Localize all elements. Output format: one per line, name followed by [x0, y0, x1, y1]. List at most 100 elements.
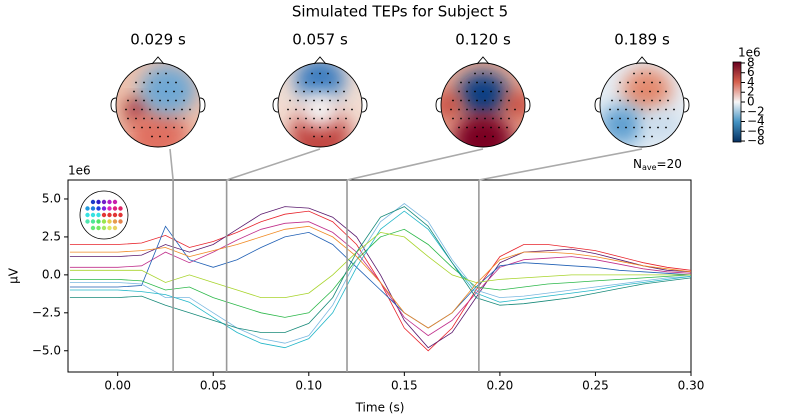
sensor: [651, 99, 653, 102]
sensor: [143, 117, 145, 120]
head-outline: [277, 62, 363, 148]
sensor: [627, 99, 629, 102]
sensor: [635, 135, 637, 138]
sensor: [343, 126, 345, 129]
field-blob: [128, 108, 188, 147]
connector: [478, 148, 643, 181]
x-axis-label: Time (s): [355, 401, 405, 415]
trace: [69, 202, 691, 344]
sensor: [492, 135, 494, 138]
x-tick-label: 0.25: [582, 379, 609, 393]
sensor: [635, 81, 637, 84]
legend-dot: [96, 212, 101, 218]
trace: [69, 225, 691, 329]
nose: [313, 56, 327, 65]
sensor: [289, 117, 291, 120]
sensor: [329, 117, 331, 120]
y-tick-label: −5.0: [32, 343, 61, 357]
topomap: [600, 63, 684, 147]
sensor: [149, 108, 151, 111]
sensor: [159, 99, 161, 102]
y-axis-label: µV: [7, 267, 21, 284]
legend-dot: [96, 225, 101, 231]
colorbar-tick-label: −8: [747, 134, 765, 148]
sensor: [506, 108, 508, 111]
sensor: [159, 135, 161, 138]
y-tick-label: 5.0: [42, 191, 61, 205]
trace: [69, 206, 691, 349]
sensor: [313, 81, 315, 84]
legend-dot: [118, 212, 123, 218]
sensor: [351, 108, 353, 111]
legend-dot: [118, 219, 123, 224]
field-blob: [441, 91, 463, 119]
sensor: [490, 90, 492, 93]
sensor: [181, 126, 183, 129]
legend-dot: [90, 206, 96, 211]
sensor: [321, 117, 323, 120]
sensor: [311, 108, 313, 111]
sensor: [643, 117, 645, 120]
nose: [151, 56, 165, 65]
y-tick-label: 0.0: [42, 267, 61, 281]
sensor: [181, 108, 183, 111]
sensor: [141, 90, 143, 93]
sensor: [484, 99, 486, 102]
sensor: [151, 99, 153, 102]
sensor: [458, 126, 460, 129]
sensor: [183, 99, 185, 102]
sensor: [635, 99, 637, 102]
sensor: [133, 108, 135, 111]
sensor: [673, 108, 675, 111]
sensor: [151, 135, 153, 138]
sensor: [498, 126, 500, 129]
sensor: [321, 81, 323, 84]
sensor: [321, 99, 323, 102]
sensor: [183, 117, 185, 120]
sensor: [633, 126, 635, 129]
field-blob: [622, 67, 672, 113]
field-blob: [453, 113, 513, 147]
sensor: [625, 108, 627, 111]
sensor: [297, 117, 299, 120]
ear: [524, 97, 531, 113]
sensor: [657, 90, 659, 93]
sensor: [506, 90, 508, 93]
sensor: [643, 135, 645, 138]
sensor: [466, 90, 468, 93]
sensor: [466, 108, 468, 111]
sensor: [287, 108, 289, 111]
sensor: [476, 117, 478, 120]
sensor: [651, 81, 653, 84]
sensor: [508, 117, 510, 120]
legend-dot: [90, 225, 96, 231]
sensor: [633, 72, 635, 75]
sensor: [335, 90, 337, 93]
sensor: [474, 90, 476, 93]
sensor: [125, 108, 127, 111]
field-blob: [503, 91, 525, 119]
ear: [361, 97, 368, 113]
sensor: [659, 117, 661, 120]
connector: [226, 148, 321, 181]
sensor: [659, 81, 661, 84]
sensor: [635, 117, 637, 120]
sensor: [141, 126, 143, 129]
field-blob: [140, 64, 196, 116]
sensor: [468, 99, 470, 102]
head-outline: [115, 62, 201, 148]
sensor: [305, 81, 307, 84]
sensor: [460, 99, 462, 102]
sensor: [627, 117, 629, 120]
sensor: [327, 90, 329, 93]
legend-dot: [96, 199, 101, 205]
sensor: [167, 99, 169, 102]
sensor: [343, 108, 345, 111]
sensor: [167, 81, 169, 84]
sensor: [165, 126, 167, 129]
nave-sub: ave: [642, 163, 657, 172]
sensor: [173, 90, 175, 93]
sensor-legend: [79, 190, 129, 240]
sensor: [337, 81, 339, 84]
sensor: [329, 99, 331, 102]
